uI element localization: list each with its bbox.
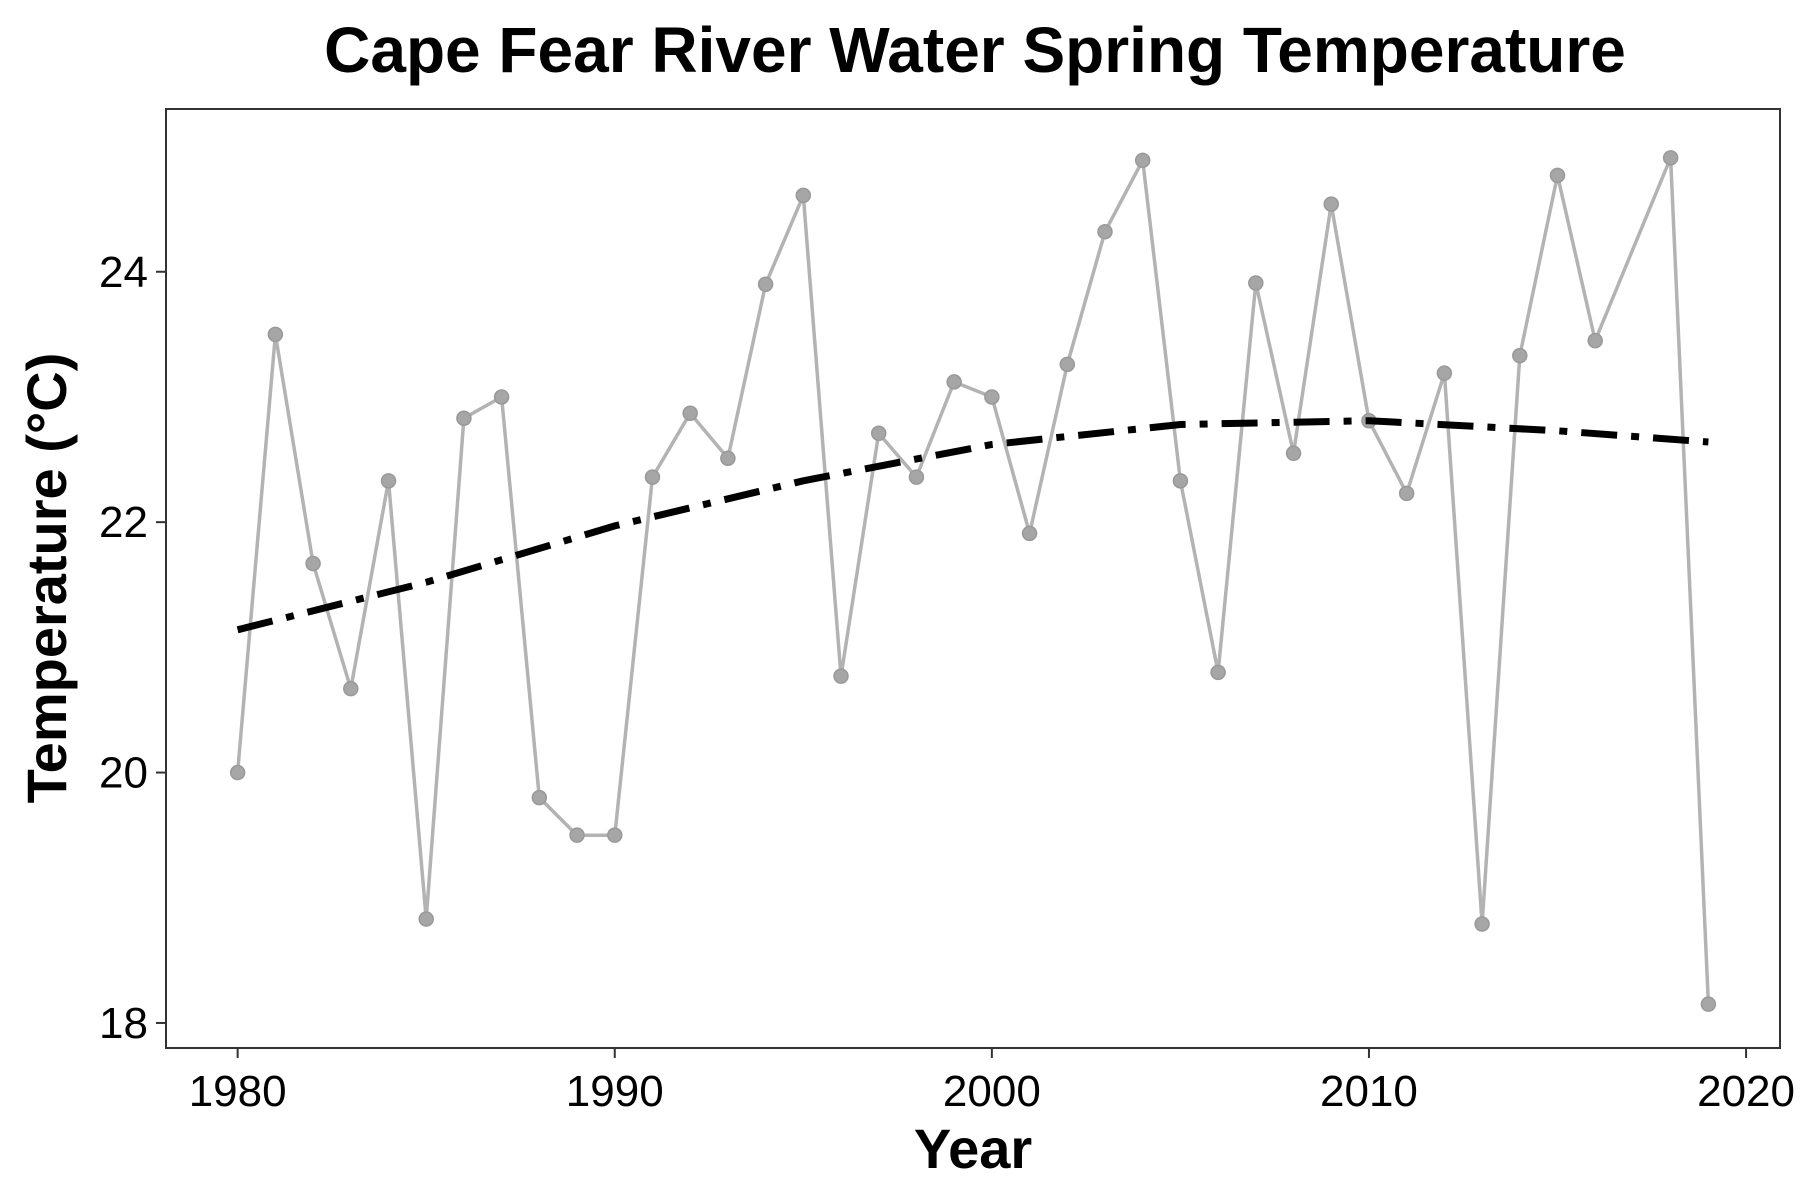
data-point bbox=[1134, 152, 1151, 169]
data-point bbox=[1398, 485, 1415, 502]
y-axis: 18 20 22 24 bbox=[99, 248, 166, 1048]
data-point bbox=[267, 326, 284, 343]
chart-title: Cape Fear River Water Spring Temperature bbox=[324, 14, 1626, 86]
data-point bbox=[569, 827, 585, 843]
y-tick-label: 18 bbox=[99, 999, 148, 1048]
data-point bbox=[1210, 664, 1226, 681]
y-tick-label: 24 bbox=[99, 248, 148, 297]
observed-series-line bbox=[235, 156, 1711, 1005]
data-point bbox=[456, 410, 472, 426]
data-point bbox=[343, 680, 359, 697]
data-point bbox=[1285, 445, 1302, 462]
y-tick-label: 20 bbox=[99, 749, 148, 798]
data-point bbox=[1097, 223, 1113, 240]
data-point bbox=[795, 187, 812, 204]
data-point bbox=[757, 276, 774, 293]
data-point bbox=[644, 469, 661, 485]
data-point bbox=[380, 473, 397, 489]
data-point bbox=[1436, 365, 1453, 381]
data-point bbox=[1021, 525, 1038, 542]
x-axis: 1980 1990 2000 2010 2020 bbox=[189, 1048, 1795, 1116]
data-point bbox=[1662, 150, 1679, 166]
series-layer bbox=[229, 150, 1717, 1012]
data-point bbox=[229, 764, 246, 781]
data-point bbox=[607, 827, 623, 843]
x-tick-label: 1990 bbox=[566, 1067, 664, 1116]
data-point bbox=[493, 389, 510, 405]
data-point bbox=[1549, 167, 1566, 184]
data-point bbox=[1512, 347, 1528, 364]
data-point bbox=[418, 911, 434, 927]
x-tick-label: 2020 bbox=[1697, 1067, 1795, 1116]
data-point bbox=[1474, 916, 1490, 932]
data-point bbox=[1700, 996, 1717, 1012]
data-point bbox=[305, 555, 321, 572]
y-axis-label: Temperature (°C) bbox=[15, 353, 78, 804]
x-tick-label: 1980 bbox=[189, 1067, 287, 1116]
data-point bbox=[531, 789, 548, 806]
data-point bbox=[1059, 356, 1076, 373]
data-point bbox=[720, 450, 736, 467]
data-point bbox=[1323, 196, 1339, 212]
data-point bbox=[984, 389, 1000, 405]
data-point bbox=[833, 668, 849, 684]
data-point bbox=[1172, 473, 1189, 489]
x-axis-label: Year bbox=[914, 1117, 1032, 1180]
trend-line bbox=[236, 417, 1709, 634]
data-point bbox=[946, 374, 962, 390]
data-point bbox=[1587, 332, 1603, 349]
data-point bbox=[908, 469, 925, 485]
data-point bbox=[1248, 275, 1264, 291]
data-point bbox=[870, 425, 887, 442]
y-tick-label: 22 bbox=[99, 498, 148, 547]
plot-frame bbox=[165, 108, 1781, 1049]
x-tick-label: 2000 bbox=[943, 1067, 1041, 1116]
x-tick-label: 2010 bbox=[1320, 1067, 1418, 1116]
data-point bbox=[682, 405, 698, 421]
